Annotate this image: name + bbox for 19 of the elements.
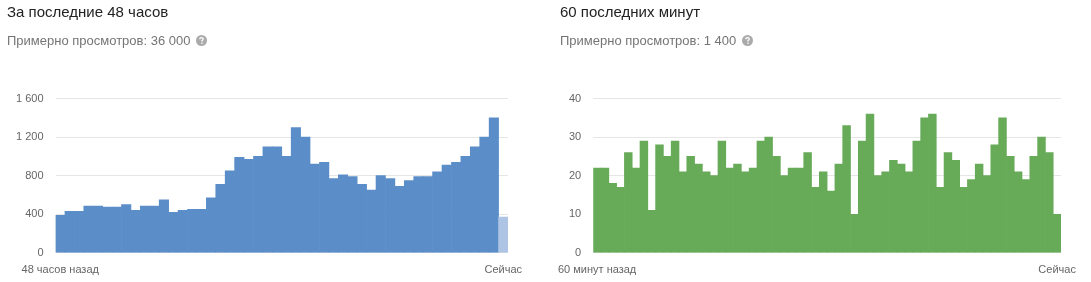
x-tick-label: 60 минут назад: [557, 263, 637, 276]
y-tick-label: 800: [25, 168, 44, 181]
chart-title: За последние 48 часов: [7, 3, 169, 20]
y-tick-label: 40: [568, 91, 582, 104]
y-tick-label: 10: [568, 207, 582, 220]
y-tick-label: 1 600: [16, 91, 44, 104]
x-tick-label: Сейчас: [484, 263, 523, 276]
x-tick-label: Сейчас: [1038, 263, 1077, 276]
y-tick-label: 400: [25, 207, 44, 220]
y-tick-label: 20: [568, 168, 582, 181]
y-tick-label: 0: [37, 245, 44, 258]
chart-subtitle: Примерно просмотров: 36 000: [7, 33, 191, 48]
chart-subtitle: Примерно просмотров: 1 400: [560, 33, 737, 48]
y-tick-label: 1 200: [16, 130, 44, 143]
bar: [498, 216, 508, 253]
x-tick-label: 48 часов назад: [21, 263, 100, 276]
y-tick-label: 30: [568, 130, 582, 143]
chart-title: 60 последних минут: [560, 3, 701, 20]
y-tick-label: 0: [575, 245, 582, 258]
